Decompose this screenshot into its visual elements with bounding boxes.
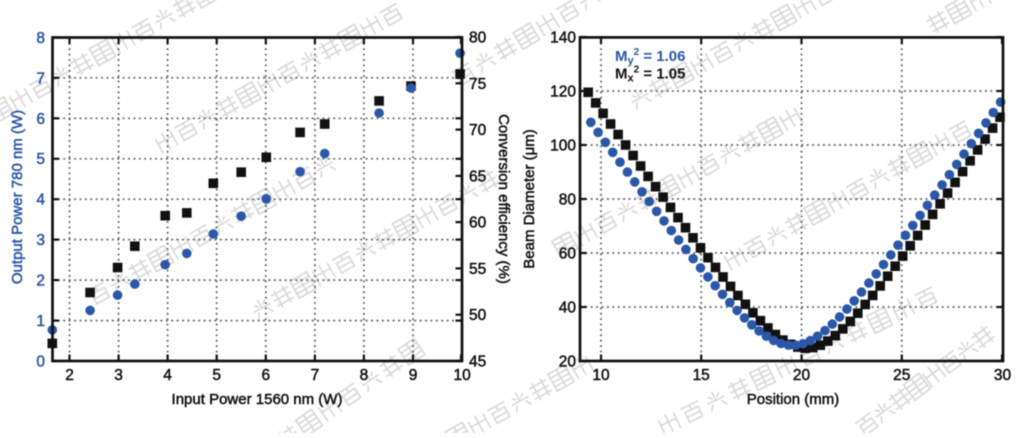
svg-text:3: 3 bbox=[36, 232, 45, 249]
svg-text:4: 4 bbox=[163, 367, 172, 384]
svg-text:Output Power 780 nm (W): Output Power 780 nm (W) bbox=[9, 110, 26, 284]
svg-text:60: 60 bbox=[559, 246, 577, 263]
svg-text:10: 10 bbox=[592, 367, 610, 384]
svg-text:140: 140 bbox=[550, 30, 576, 47]
svg-text:7: 7 bbox=[311, 367, 320, 384]
svg-text:9: 9 bbox=[409, 367, 418, 384]
svg-text:80: 80 bbox=[469, 30, 487, 47]
svg-text:3: 3 bbox=[114, 367, 123, 384]
svg-text:25: 25 bbox=[893, 367, 910, 384]
svg-text:1: 1 bbox=[36, 313, 45, 330]
svg-text:10: 10 bbox=[453, 367, 471, 384]
svg-text:45: 45 bbox=[469, 354, 486, 371]
svg-text:0: 0 bbox=[36, 354, 45, 371]
svg-text:20: 20 bbox=[793, 367, 811, 384]
svg-text:5: 5 bbox=[212, 367, 221, 384]
svg-text:8: 8 bbox=[360, 367, 369, 384]
svg-text:Position (mm): Position (mm) bbox=[747, 391, 840, 408]
svg-text:100: 100 bbox=[550, 138, 576, 155]
svg-text:80: 80 bbox=[559, 192, 577, 209]
svg-text:5: 5 bbox=[36, 151, 45, 168]
svg-text:30: 30 bbox=[994, 367, 1012, 384]
svg-text:Mx2 = 1.05: Mx2 = 1.05 bbox=[615, 65, 685, 85]
svg-text:50: 50 bbox=[469, 307, 487, 324]
svg-text:2: 2 bbox=[65, 367, 74, 384]
svg-text:Conversion efficiency (%): Conversion efficiency (%) bbox=[495, 114, 512, 284]
svg-text:75: 75 bbox=[469, 76, 486, 93]
svg-text:Input Power 1560 nm (W): Input Power 1560 nm (W) bbox=[172, 391, 343, 408]
svg-text:2: 2 bbox=[36, 273, 45, 290]
svg-text:65: 65 bbox=[469, 168, 486, 185]
svg-text:My2 = 1.06: My2 = 1.06 bbox=[615, 47, 685, 67]
svg-text:6: 6 bbox=[261, 367, 270, 384]
svg-text:40: 40 bbox=[559, 300, 577, 317]
svg-text:120: 120 bbox=[550, 84, 576, 101]
svg-text:4: 4 bbox=[36, 192, 45, 209]
svg-text:20: 20 bbox=[559, 354, 577, 371]
svg-text:7: 7 bbox=[36, 70, 45, 87]
svg-text:Beam Diameter (μm): Beam Diameter (μm) bbox=[521, 129, 538, 269]
svg-text:15: 15 bbox=[693, 367, 710, 384]
svg-text:8: 8 bbox=[36, 30, 45, 47]
svg-text:6: 6 bbox=[36, 111, 45, 128]
svg-text:70: 70 bbox=[469, 122, 487, 139]
svg-text:60: 60 bbox=[469, 215, 487, 232]
svg-text:55: 55 bbox=[469, 261, 486, 278]
